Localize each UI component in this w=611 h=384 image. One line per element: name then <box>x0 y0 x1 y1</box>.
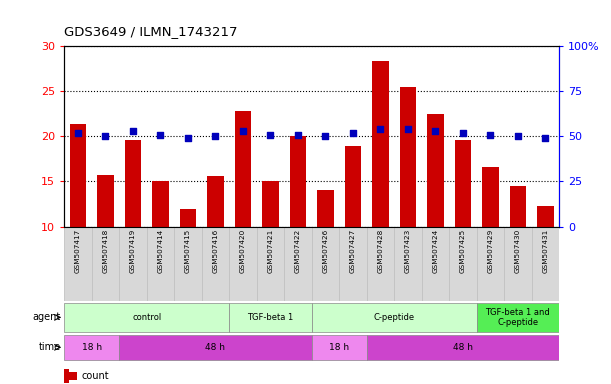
Bar <box>152 182 169 227</box>
FancyBboxPatch shape <box>367 335 559 360</box>
FancyBboxPatch shape <box>202 227 229 301</box>
Bar <box>537 206 554 227</box>
FancyBboxPatch shape <box>449 227 477 301</box>
Point <box>513 133 523 139</box>
Text: GDS3649 / ILMN_1743217: GDS3649 / ILMN_1743217 <box>64 25 238 38</box>
FancyBboxPatch shape <box>64 335 119 360</box>
Text: GSM507419: GSM507419 <box>130 229 136 273</box>
FancyBboxPatch shape <box>312 303 477 332</box>
Text: C-peptide: C-peptide <box>373 313 415 322</box>
Text: agent: agent <box>33 312 61 323</box>
Text: GSM507420: GSM507420 <box>240 229 246 273</box>
Point <box>156 131 166 137</box>
FancyBboxPatch shape <box>229 227 257 301</box>
FancyBboxPatch shape <box>257 227 284 301</box>
Point <box>293 131 303 137</box>
Text: GSM507429: GSM507429 <box>488 229 493 273</box>
Text: GSM507421: GSM507421 <box>268 229 273 273</box>
Text: GSM507425: GSM507425 <box>460 229 466 273</box>
Point <box>348 130 358 136</box>
Bar <box>317 190 334 227</box>
FancyBboxPatch shape <box>367 227 394 301</box>
Text: GSM507430: GSM507430 <box>515 229 521 273</box>
Point <box>183 135 193 141</box>
Text: GSM507428: GSM507428 <box>378 229 383 273</box>
Point <box>458 130 468 136</box>
Text: GSM507418: GSM507418 <box>103 229 108 273</box>
Bar <box>290 136 306 227</box>
FancyBboxPatch shape <box>477 227 504 301</box>
Point <box>541 135 551 141</box>
Text: count: count <box>81 371 109 381</box>
Text: GSM507416: GSM507416 <box>213 229 218 273</box>
Text: GSM507424: GSM507424 <box>433 229 438 273</box>
Text: GSM507423: GSM507423 <box>405 229 411 273</box>
Text: 48 h: 48 h <box>205 343 225 352</box>
FancyBboxPatch shape <box>504 227 532 301</box>
FancyBboxPatch shape <box>92 227 119 301</box>
FancyBboxPatch shape <box>119 227 147 301</box>
Text: GSM507426: GSM507426 <box>323 229 328 273</box>
Bar <box>455 140 471 227</box>
FancyBboxPatch shape <box>147 227 174 301</box>
Text: GSM507422: GSM507422 <box>295 229 301 273</box>
Point <box>403 126 413 132</box>
FancyBboxPatch shape <box>312 335 367 360</box>
Bar <box>70 124 86 227</box>
Point <box>431 128 441 134</box>
Point <box>73 130 83 136</box>
Bar <box>180 209 196 227</box>
Text: GSM507415: GSM507415 <box>185 229 191 273</box>
Bar <box>372 61 389 227</box>
Bar <box>64 372 76 380</box>
Bar <box>427 114 444 227</box>
Point <box>128 128 138 134</box>
Text: GSM507417: GSM507417 <box>75 229 81 273</box>
Bar <box>207 176 224 227</box>
Text: 18 h: 18 h <box>82 343 101 352</box>
Bar <box>510 186 526 227</box>
Bar <box>262 180 279 227</box>
Bar <box>125 140 141 227</box>
Bar <box>97 175 114 227</box>
FancyBboxPatch shape <box>339 227 367 301</box>
FancyBboxPatch shape <box>64 303 229 332</box>
FancyBboxPatch shape <box>229 303 312 332</box>
FancyBboxPatch shape <box>119 335 312 360</box>
Point <box>486 131 496 137</box>
Text: TGF-beta 1 and
C-peptide: TGF-beta 1 and C-peptide <box>486 308 550 327</box>
FancyBboxPatch shape <box>532 227 559 301</box>
Text: control: control <box>132 313 161 322</box>
FancyBboxPatch shape <box>174 227 202 301</box>
Bar <box>482 167 499 227</box>
Point <box>376 126 386 132</box>
FancyBboxPatch shape <box>477 303 559 332</box>
Point <box>321 133 331 139</box>
Text: GSM507431: GSM507431 <box>543 229 548 273</box>
Text: GSM507414: GSM507414 <box>158 229 163 273</box>
Bar <box>400 87 416 227</box>
FancyBboxPatch shape <box>64 227 92 301</box>
FancyBboxPatch shape <box>284 227 312 301</box>
Point <box>266 132 276 139</box>
Bar <box>345 146 361 227</box>
Text: 48 h: 48 h <box>453 343 473 352</box>
Bar <box>235 111 251 227</box>
FancyBboxPatch shape <box>394 227 422 301</box>
Point <box>210 133 221 139</box>
Text: TGF-beta 1: TGF-beta 1 <box>247 313 293 322</box>
Point <box>238 128 248 134</box>
FancyBboxPatch shape <box>312 227 339 301</box>
FancyBboxPatch shape <box>422 227 449 301</box>
Text: time: time <box>39 342 61 353</box>
Point <box>100 133 111 139</box>
Text: GSM507427: GSM507427 <box>350 229 356 273</box>
Text: 18 h: 18 h <box>329 343 349 352</box>
